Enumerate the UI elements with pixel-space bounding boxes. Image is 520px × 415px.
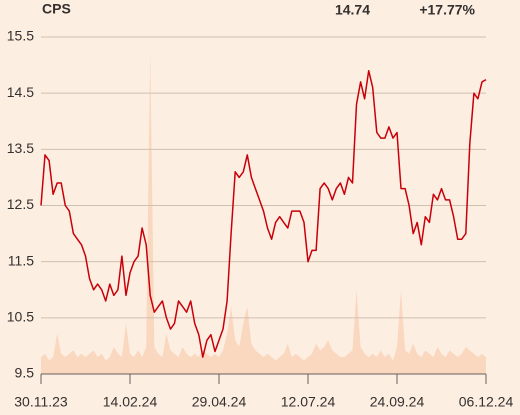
- y-tick-label: 12.5: [7, 196, 34, 212]
- x-tick-label: 14.02.24: [103, 394, 158, 410]
- x-tick-label: 29.04.24: [192, 394, 247, 410]
- x-tick-label: 24.09.24: [370, 394, 425, 410]
- y-tick-label: 14.5: [7, 84, 34, 100]
- volume-area: [41, 50, 486, 374]
- x-tick-label: 30.11.23: [14, 394, 68, 410]
- y-tick-label: 11.5: [8, 252, 34, 268]
- change: +17.77%: [419, 2, 475, 18]
- x-tick-label: 12.07.24: [281, 394, 336, 410]
- y-tick-label: 13.5: [7, 140, 34, 156]
- price-line: [40, 69, 487, 358]
- price: 14.74: [335, 2, 370, 18]
- x-tick-label: 06.12.24: [459, 394, 514, 410]
- chart-title: CPS: [42, 1, 71, 17]
- y-tick-label: 15.5: [7, 28, 34, 44]
- y-tick-label: 10.5: [7, 309, 34, 325]
- y-tick-label: 9.5: [15, 365, 35, 381]
